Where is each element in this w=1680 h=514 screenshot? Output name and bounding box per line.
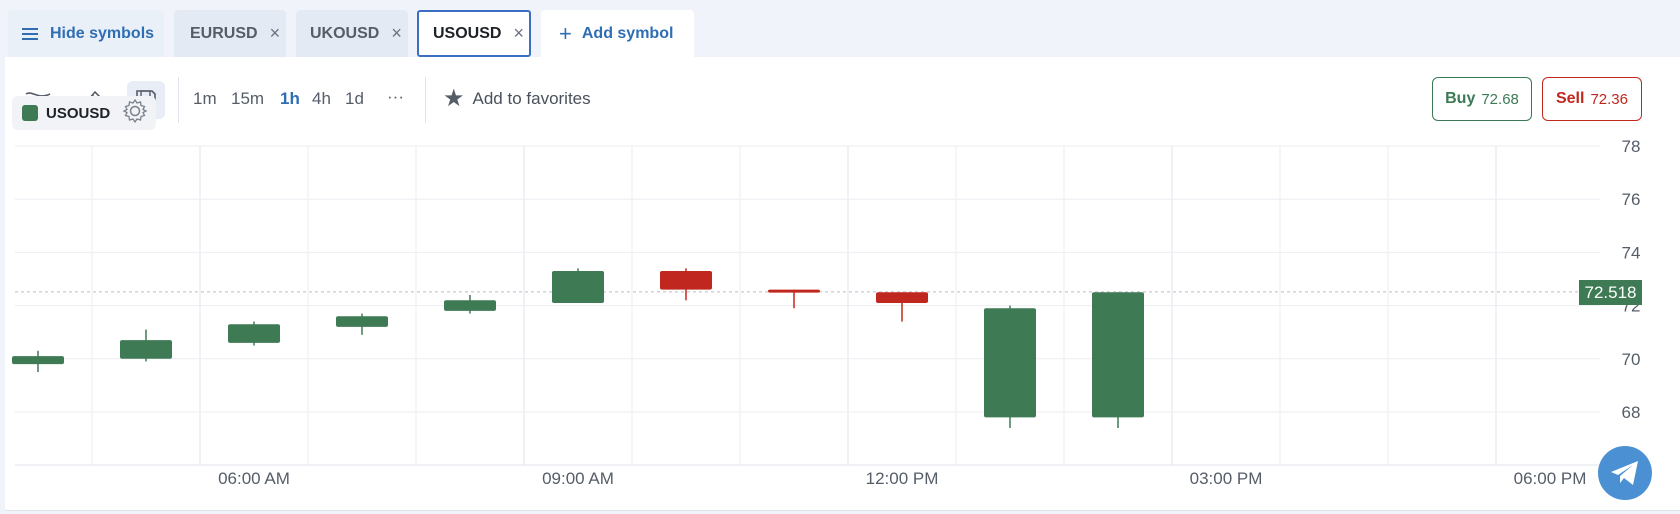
candle-body	[228, 324, 280, 343]
y-tick-label: 74	[1622, 243, 1641, 262]
sell-price: 72.36	[1590, 90, 1628, 108]
x-tick-label: 06:00 AM	[218, 469, 290, 488]
y-tick-label: 76	[1622, 190, 1641, 209]
buy-button[interactable]: Buy 72.68	[1432, 77, 1532, 121]
close-icon[interactable]: ×	[269, 23, 281, 43]
x-axis: 06:00 AM 09:00 AM 12:00 PM 03:00 PM 06:00 PM	[218, 469, 1586, 488]
candle-body	[444, 300, 496, 311]
candle-body	[1092, 292, 1144, 418]
tab-eurusd[interactable]: EURUSD ×	[174, 10, 286, 57]
chart-grid	[15, 145, 1600, 466]
candle-body	[120, 340, 172, 359]
telegram-button[interactable]	[1598, 446, 1652, 500]
chart-legend[interactable]: USOUSD	[12, 96, 156, 130]
gear-icon[interactable]	[122, 98, 148, 128]
y-tick-label: 70	[1622, 350, 1641, 369]
x-tick-label: 12:00 PM	[866, 469, 939, 488]
close-icon[interactable]: ×	[513, 23, 524, 43]
chart-candles	[12, 268, 1144, 428]
tab-ukousd[interactable]: UKOUSD ×	[296, 10, 408, 57]
buy-label: Buy	[1445, 90, 1476, 107]
candle-body	[336, 316, 388, 327]
buy-price: 72.68	[1481, 90, 1519, 108]
add-symbol-label: Add symbol	[581, 24, 674, 42]
x-tick-label: 06:00 PM	[1514, 469, 1587, 488]
legend-swatch	[22, 105, 38, 121]
timeframe-1h[interactable]: 1h	[280, 89, 300, 108]
timeframe-1m[interactable]: 1m	[193, 89, 217, 108]
legend-symbol: USOUSD	[46, 104, 111, 122]
timeframe-15m[interactable]: 15m	[231, 89, 265, 108]
favorites-label: Add to favorites	[472, 89, 591, 108]
more-timeframes-button[interactable]: ···	[387, 87, 404, 106]
tab-label: EURUSD	[190, 24, 258, 42]
tab-usousd[interactable]: USOUSD ×	[417, 10, 531, 57]
tab-label: UKOUSD	[310, 24, 380, 42]
symbol-tab-bar: Hide symbols EURUSD × UKOUSD × USOUSD × …	[0, 0, 1680, 58]
tab-label: USOUSD	[433, 24, 502, 42]
telegram-icon	[1611, 461, 1638, 485]
x-tick-label: 09:00 AM	[542, 469, 614, 488]
add-symbol-button[interactable]: + Add symbol	[541, 10, 694, 57]
y-tick-label: 68	[1622, 403, 1641, 422]
plus-icon: +	[559, 20, 572, 46]
chart-panel: 1m 15m 1h 4h 1d ··· ★ Add to favorites B…	[5, 57, 1680, 511]
close-icon[interactable]: ×	[391, 23, 402, 43]
sell-label: Sell	[1555, 90, 1585, 107]
candle-body	[984, 308, 1036, 418]
star-icon: ★	[443, 85, 465, 112]
add-to-favorites-button[interactable]: ★ Add to favorites	[443, 87, 591, 111]
current-price-label: 72.518	[1579, 280, 1642, 305]
hide-symbols-button[interactable]: Hide symbols	[8, 10, 164, 57]
y-tick-label: 78	[1622, 137, 1641, 156]
candle-body	[876, 292, 928, 303]
toolbar-divider	[178, 77, 179, 123]
sell-button[interactable]: Sell 72.36	[1542, 77, 1642, 121]
list-icon	[22, 25, 38, 43]
candle-body	[768, 289, 820, 293]
toolbar-divider	[425, 77, 426, 123]
timeframe-4h[interactable]: 4h	[312, 89, 331, 108]
x-tick-label: 03:00 PM	[1190, 469, 1263, 488]
candle-body	[12, 356, 64, 365]
panel-bottom-border	[5, 510, 1680, 511]
candle-body	[552, 271, 604, 303]
timeframe-1d[interactable]: 1d	[345, 89, 364, 108]
candle-body	[660, 271, 712, 290]
hide-symbols-label: Hide symbols	[50, 24, 155, 42]
